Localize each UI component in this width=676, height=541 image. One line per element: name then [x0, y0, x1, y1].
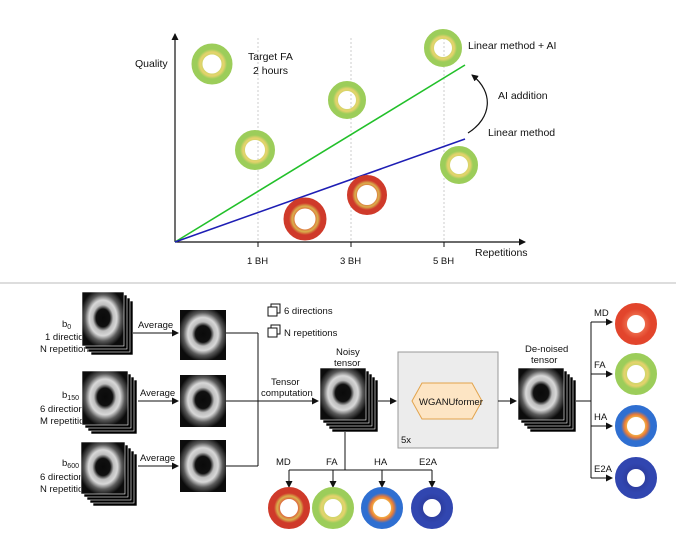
tensor-computation-line2: computation: [261, 388, 313, 399]
target-label-line1: Target FA: [248, 51, 293, 63]
denoised-ha-map: [615, 405, 657, 447]
b150-image: [81, 370, 129, 426]
noisy-md-map: [268, 487, 310, 529]
noisy-fa-label: FA: [326, 457, 338, 468]
pipeline: 6 directions N repetitions b0 1 directio…: [40, 291, 657, 529]
denoised-md-label: MD: [594, 308, 609, 319]
denoised-e2a-label: E2A: [594, 464, 613, 475]
b0-directions: 1 direction: [45, 332, 89, 343]
linear-ai-line: [174, 64, 466, 243]
b150-label: b150: [62, 390, 79, 402]
noisy-tensor-line2: tensor: [334, 358, 360, 369]
model-repeat: 5x: [401, 435, 411, 446]
target-label-line2: 2 hours: [253, 65, 288, 77]
legend-repetitions: N repetitions: [267, 324, 338, 339]
tensor-computation-line1: Tensor: [271, 377, 300, 388]
tick-label-1bh: 1 BH: [247, 256, 268, 267]
input-b0: b0 1 direction N repetitions: [40, 291, 134, 356]
denoised-line1: De-noised: [525, 344, 568, 355]
fa-map-linear-ai-5bh: [424, 29, 462, 67]
linear-ai-label: Linear method + AI: [468, 40, 556, 52]
tick-label-3bh: 3 BH: [340, 256, 361, 267]
denoised-e2a-map: [615, 457, 657, 499]
fa-map-linear-ai-1bh: [235, 130, 275, 170]
x-axis-label: Repetitions: [475, 247, 528, 259]
linear-label: Linear method: [488, 127, 555, 139]
y-axis-label: Quality: [135, 58, 168, 70]
noisy-ha-label: HA: [374, 457, 388, 468]
b150-directions: 6 directions: [40, 404, 89, 415]
noisy-ha-map: [361, 487, 403, 529]
legend-directions: 6 directions: [267, 303, 333, 317]
averaged-b0-image: [180, 310, 226, 360]
noisy-tensor-image: [319, 367, 367, 421]
denoised-line2: tensor: [531, 355, 557, 366]
averaged-b600-image: [180, 440, 226, 492]
fa-map-linear-3bh: [347, 175, 387, 215]
fa-map-target: [191, 43, 233, 85]
denoised-ha-label: HA: [594, 412, 608, 423]
denoised-tensor-image: [517, 367, 565, 421]
averaged-b150-image: [180, 375, 226, 427]
average-label-b600: Average: [140, 453, 175, 464]
legend-directions-label: 6 directions: [284, 306, 333, 317]
denoised-fa-map: [615, 353, 657, 395]
fa-map-linear-5bh: [440, 146, 478, 184]
noisy-e2a-label: E2A: [419, 457, 438, 468]
noisy-tensor-line1: Noisy: [336, 347, 360, 358]
b600-repetitions: N repetitions: [40, 484, 94, 495]
b600-directions: 6 directions: [40, 472, 89, 483]
denoised-fa-label: FA: [594, 360, 606, 371]
denoised-md-map: [615, 303, 657, 345]
model-hexagon: [411, 382, 483, 420]
fa-map-linear-1bh: [283, 197, 327, 241]
b600-label: b600: [62, 458, 79, 470]
average-label-b0: Average: [138, 320, 173, 331]
b0-image: [81, 291, 125, 347]
input-b600: b600 6 directions N repetitions: [40, 441, 138, 507]
tick-label-5bh: 5 BH: [433, 256, 454, 267]
linear-line: [174, 138, 466, 243]
ai-addition-arrow: [467, 74, 488, 134]
noisy-fa-map: [312, 487, 354, 529]
b0-repetitions: N repetitions: [40, 344, 94, 355]
input-b150: b150 6 directions M repetitions: [40, 370, 138, 435]
noisy-e2a-map: [411, 487, 453, 529]
ai-addition-label: AI addition: [498, 90, 548, 102]
average-label-b150: Average: [140, 388, 175, 399]
model-label: WGANUformer: [419, 397, 483, 408]
noisy-md-label: MD: [276, 457, 291, 468]
b0-label: b0: [62, 319, 71, 331]
fa-map-linear-ai-3bh: [328, 81, 366, 119]
b600-image: [80, 441, 126, 495]
b150-repetitions: M repetitions: [40, 416, 95, 427]
legend-repetitions-label: N repetitions: [284, 328, 338, 339]
quality-plot: Quality Repetitions 1 BH 3 BH 5 BH Targe…: [135, 29, 556, 267]
